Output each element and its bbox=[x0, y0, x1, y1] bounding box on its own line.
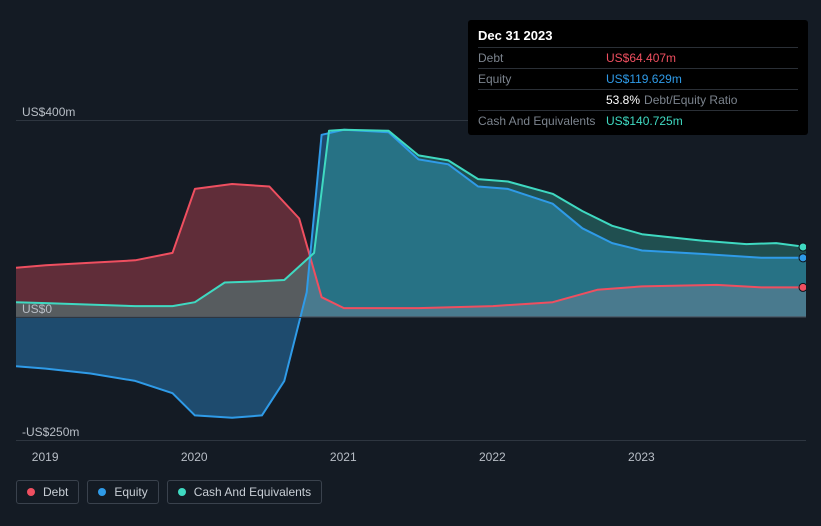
tooltip-row: EquityUS$119.629m bbox=[478, 68, 798, 89]
tooltip-label: Debt bbox=[478, 50, 606, 66]
x-axis-label: 2021 bbox=[330, 450, 357, 464]
legend-item-debt[interactable]: Debt bbox=[16, 480, 79, 504]
legend-dot bbox=[27, 488, 35, 496]
series-end-marker bbox=[799, 283, 806, 291]
tooltip-row: DebtUS$64.407m bbox=[478, 47, 798, 68]
x-axis-label: 2023 bbox=[628, 450, 655, 464]
legend-label: Equity bbox=[114, 485, 147, 499]
chart-tooltip: Dec 31 2023 DebtUS$64.407mEquityUS$119.6… bbox=[468, 20, 808, 135]
chart-area: -US$250mUS$0US$400m20192020202120222023 bbox=[16, 120, 806, 460]
chart-svg bbox=[16, 120, 806, 440]
legend-item-cash-and-equivalents[interactable]: Cash And Equivalents bbox=[167, 480, 322, 504]
x-axis-label: 2022 bbox=[479, 450, 506, 464]
x-axis-label: 2019 bbox=[32, 450, 59, 464]
legend-label: Debt bbox=[43, 485, 68, 499]
legend-item-equity[interactable]: Equity bbox=[87, 480, 158, 504]
y-axis-label: -US$250m bbox=[22, 425, 79, 439]
tooltip-label: Equity bbox=[478, 71, 606, 87]
gridline bbox=[16, 440, 806, 441]
legend-dot bbox=[98, 488, 106, 496]
tooltip-value: US$140.725m bbox=[606, 113, 683, 129]
tooltip-row: 53.8%Debt/Equity Ratio bbox=[478, 89, 798, 110]
tooltip-value: US$119.629m bbox=[606, 71, 682, 87]
tooltip-value: US$64.407m bbox=[606, 50, 676, 66]
series-end-marker bbox=[799, 254, 806, 262]
tooltip-label bbox=[478, 92, 606, 108]
gridline bbox=[16, 317, 806, 318]
x-axis-label: 2020 bbox=[181, 450, 208, 464]
legend-label: Cash And Equivalents bbox=[194, 485, 311, 499]
tooltip-row: Cash And EquivalentsUS$140.725m bbox=[478, 110, 798, 131]
legend-dot bbox=[178, 488, 186, 496]
y-axis-label: US$400m bbox=[22, 105, 75, 119]
tooltip-title: Dec 31 2023 bbox=[478, 26, 798, 47]
tooltip-sublabel: Debt/Equity Ratio bbox=[644, 93, 737, 107]
legend: Debt Equity Cash And Equivalents bbox=[16, 480, 322, 504]
series-end-marker bbox=[799, 243, 806, 251]
y-axis-label: US$0 bbox=[22, 302, 52, 316]
tooltip-label: Cash And Equivalents bbox=[478, 113, 606, 129]
tooltip-value: 53.8%Debt/Equity Ratio bbox=[606, 92, 737, 108]
